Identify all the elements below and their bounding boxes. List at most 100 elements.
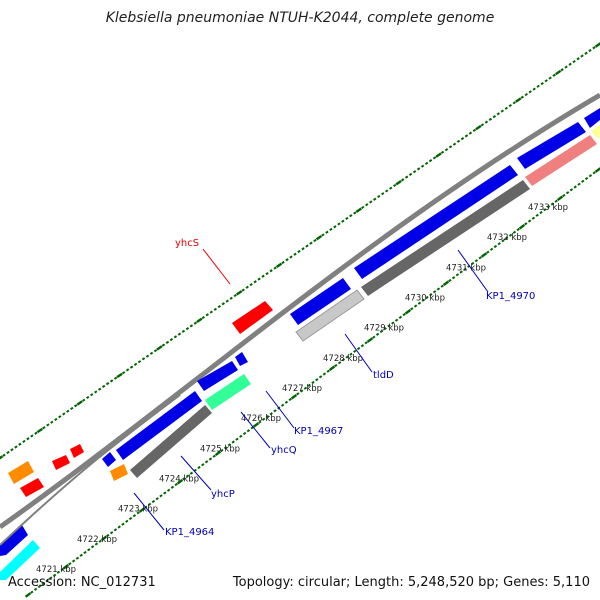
tick-mark xyxy=(544,79,548,83)
tick-mark xyxy=(42,426,46,430)
gene-blue-feature[interactable] xyxy=(116,391,202,460)
tick-mark xyxy=(440,150,445,154)
tick-mark xyxy=(105,382,110,386)
tick-mark xyxy=(145,354,150,358)
tick-mark xyxy=(463,267,467,271)
tick-mark xyxy=(181,329,186,333)
gene-red-feature-yhcS[interactable] xyxy=(232,301,273,334)
tick-mark xyxy=(412,170,417,174)
gene-blue-feature[interactable] xyxy=(235,352,248,366)
gene-blue-feature[interactable] xyxy=(197,361,238,391)
tick-mark xyxy=(285,258,289,262)
gene-label[interactable]: yhcP xyxy=(211,489,235,500)
tick-mark xyxy=(106,533,110,538)
tick-mark xyxy=(252,422,260,428)
tick-mark xyxy=(22,439,26,444)
tick-mark xyxy=(484,120,489,124)
tick-mark xyxy=(512,230,517,234)
tick-mark xyxy=(26,437,30,441)
gene-blue-feature[interactable] xyxy=(0,525,28,556)
gene-blue-feature[interactable] xyxy=(290,278,351,325)
gene-blue-feature[interactable] xyxy=(354,165,518,279)
tick-mark xyxy=(236,290,243,296)
tick-mark xyxy=(161,343,166,347)
tick-mark xyxy=(60,567,64,572)
outer-tick-track xyxy=(0,42,600,460)
tick-mark xyxy=(464,134,469,138)
gene-label[interactable]: tldD xyxy=(373,370,394,381)
tick-mark xyxy=(33,587,38,591)
tick-mark xyxy=(79,553,83,557)
tick-mark xyxy=(309,241,313,245)
tick-mark xyxy=(318,375,323,379)
gene-label[interactable]: KP1_4970 xyxy=(486,291,535,302)
tick-mark xyxy=(395,180,402,186)
tick-mark xyxy=(455,273,460,277)
gene-label[interactable]: KP1_4967 xyxy=(294,426,343,437)
gene-red-feature[interactable] xyxy=(52,455,70,470)
tick-mark xyxy=(155,497,159,501)
gene-red-feature[interactable] xyxy=(70,444,84,458)
gene-blue-feature[interactable] xyxy=(584,108,600,128)
tick-mark xyxy=(129,365,134,369)
gene-label[interactable]: yhcS xyxy=(175,238,199,249)
tick-mark xyxy=(326,369,330,373)
tick-mark xyxy=(46,423,50,427)
tick-mark xyxy=(383,327,387,331)
tick-mark xyxy=(543,208,547,212)
tick-mark xyxy=(474,259,479,263)
tick-mark xyxy=(550,202,555,206)
tick-mark xyxy=(90,393,94,397)
tick-mark xyxy=(30,434,34,438)
tick-mark xyxy=(62,563,70,570)
tick-mark xyxy=(176,478,184,485)
gene-cyan-feature[interactable] xyxy=(0,540,40,580)
tick-mark xyxy=(420,164,425,168)
tick-mark xyxy=(349,352,353,356)
tick-mark xyxy=(592,46,596,50)
tick-mark xyxy=(333,225,337,229)
tick-mark xyxy=(239,434,243,438)
tick-mark xyxy=(436,287,441,291)
tick-mark xyxy=(334,363,338,368)
tick-mark xyxy=(125,368,130,372)
tick-mark xyxy=(315,235,323,241)
tick-mark xyxy=(100,535,108,542)
tick-mark xyxy=(289,255,293,259)
tick-mark xyxy=(241,288,245,292)
gene-blue-feature[interactable] xyxy=(517,122,586,169)
gene-blue-feature[interactable] xyxy=(102,452,116,467)
tick-mark xyxy=(398,315,403,319)
tick-mark xyxy=(442,280,450,287)
tick-mark xyxy=(76,400,83,406)
tick-mark xyxy=(34,431,38,435)
gene-orange-feature[interactable] xyxy=(110,464,128,481)
tick-mark xyxy=(90,545,95,549)
tick-mark xyxy=(258,420,262,424)
tick-mark xyxy=(71,559,76,563)
tick-mark xyxy=(500,109,504,113)
gene-mint-feature[interactable] xyxy=(205,374,251,410)
tick-mark xyxy=(303,386,308,390)
gene-label[interactable]: yhcQ xyxy=(271,445,297,456)
tick-label: 4724 kbp xyxy=(159,475,199,485)
tick-mark xyxy=(592,171,596,175)
gene-label[interactable]: KP1_4964 xyxy=(165,527,214,538)
tick-label: 4721 kbp xyxy=(36,565,76,575)
gene-label-leader xyxy=(180,455,212,491)
gene-red-feature[interactable] xyxy=(20,478,44,497)
feature-track xyxy=(0,108,600,580)
tick-mark xyxy=(410,307,414,311)
tick-mark xyxy=(568,62,572,66)
tick-mark xyxy=(345,216,349,221)
tick-mark xyxy=(325,230,329,234)
tick-mark xyxy=(83,550,87,555)
tick-mark xyxy=(548,76,552,80)
tick-mark xyxy=(580,54,584,58)
tick-mark xyxy=(349,214,353,218)
tick-mark xyxy=(488,117,493,121)
gene-orange-feature[interactable] xyxy=(8,461,34,484)
map-title: Klebsiella pneumoniae NTUH-K2044, comple… xyxy=(105,10,495,26)
tick-mark xyxy=(14,445,18,449)
